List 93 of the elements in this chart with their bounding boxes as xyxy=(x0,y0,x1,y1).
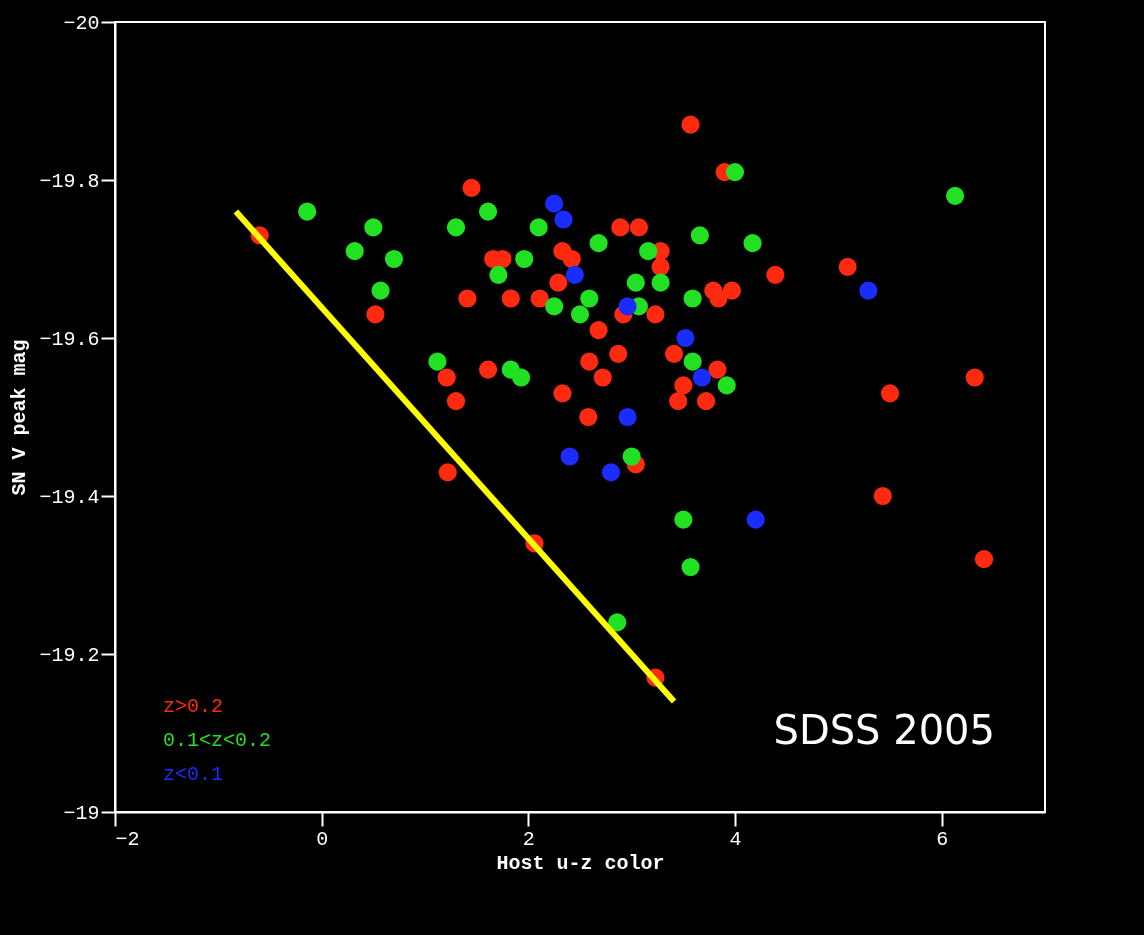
y-tick-label: −19.6 xyxy=(39,327,100,351)
x-tick-label: 2 xyxy=(522,827,535,851)
point xyxy=(674,376,693,395)
point xyxy=(515,249,534,269)
point xyxy=(609,344,628,363)
point xyxy=(676,328,695,348)
point xyxy=(371,281,390,300)
point xyxy=(696,392,716,411)
y-tick-label: −19.8 xyxy=(39,169,100,193)
point xyxy=(570,305,590,324)
point xyxy=(626,273,645,292)
point xyxy=(646,305,665,324)
x-tick-label: −2 xyxy=(115,827,140,851)
point xyxy=(438,463,457,482)
point xyxy=(880,384,900,403)
point xyxy=(722,281,741,300)
point xyxy=(562,249,581,269)
point xyxy=(384,249,404,269)
point xyxy=(549,273,568,292)
y-tick-label: −19.4 xyxy=(39,485,100,509)
point xyxy=(669,392,688,411)
x-tick-label: 4 xyxy=(729,827,742,851)
point xyxy=(838,257,857,276)
point xyxy=(746,510,765,529)
point xyxy=(974,550,994,569)
annotation: SDSS 2005 xyxy=(773,707,995,753)
point xyxy=(529,218,548,237)
point xyxy=(664,344,684,363)
x-tick-label: 0 xyxy=(316,827,329,851)
point xyxy=(589,234,608,253)
point xyxy=(560,447,579,466)
point xyxy=(690,226,709,245)
point xyxy=(681,558,700,577)
point xyxy=(743,234,762,253)
point xyxy=(364,218,383,237)
point xyxy=(859,281,878,300)
point xyxy=(437,368,456,387)
point xyxy=(692,368,712,387)
point xyxy=(446,392,466,411)
point xyxy=(545,297,564,316)
point xyxy=(618,407,637,427)
x-tick-label: 6 xyxy=(936,827,949,851)
point xyxy=(946,186,965,205)
point xyxy=(553,384,572,403)
point xyxy=(639,242,658,261)
point xyxy=(428,352,447,371)
point xyxy=(725,163,745,182)
point xyxy=(446,218,466,237)
point xyxy=(579,407,598,427)
point xyxy=(629,218,648,237)
point xyxy=(708,360,727,379)
point xyxy=(622,447,641,466)
point xyxy=(965,368,984,387)
point xyxy=(345,242,364,261)
point xyxy=(298,202,317,221)
point xyxy=(478,360,498,379)
point xyxy=(366,305,385,324)
point xyxy=(674,510,693,529)
point xyxy=(618,297,637,316)
y-tick-label: −19 xyxy=(63,801,100,825)
point xyxy=(681,115,700,134)
text: z>0.2 xyxy=(163,695,224,718)
point xyxy=(462,178,481,197)
point xyxy=(611,218,630,237)
point xyxy=(766,265,785,284)
point xyxy=(709,289,728,308)
point xyxy=(593,368,612,387)
x-axis-title: Host u-z color xyxy=(496,851,665,875)
point xyxy=(651,257,670,276)
point xyxy=(601,463,621,482)
y-tick-label: −19.2 xyxy=(39,643,100,667)
point xyxy=(683,289,702,308)
point xyxy=(565,265,584,284)
point xyxy=(580,352,599,371)
point xyxy=(554,210,573,229)
point xyxy=(512,368,531,387)
point xyxy=(489,265,508,284)
point xyxy=(651,273,670,292)
y-tick-label: −20 xyxy=(63,11,100,35)
point xyxy=(608,613,627,632)
point xyxy=(580,289,599,308)
point xyxy=(589,321,608,340)
point xyxy=(717,376,736,395)
y-axis-title: SN V peak mag xyxy=(8,339,32,496)
point xyxy=(530,289,549,308)
point xyxy=(501,289,520,308)
point xyxy=(683,352,702,371)
point xyxy=(545,194,564,213)
text: z<0.1 xyxy=(163,763,224,786)
text: 0.1<z<0.2 xyxy=(163,729,272,752)
point xyxy=(873,486,892,506)
point xyxy=(478,202,498,221)
point xyxy=(458,289,477,308)
